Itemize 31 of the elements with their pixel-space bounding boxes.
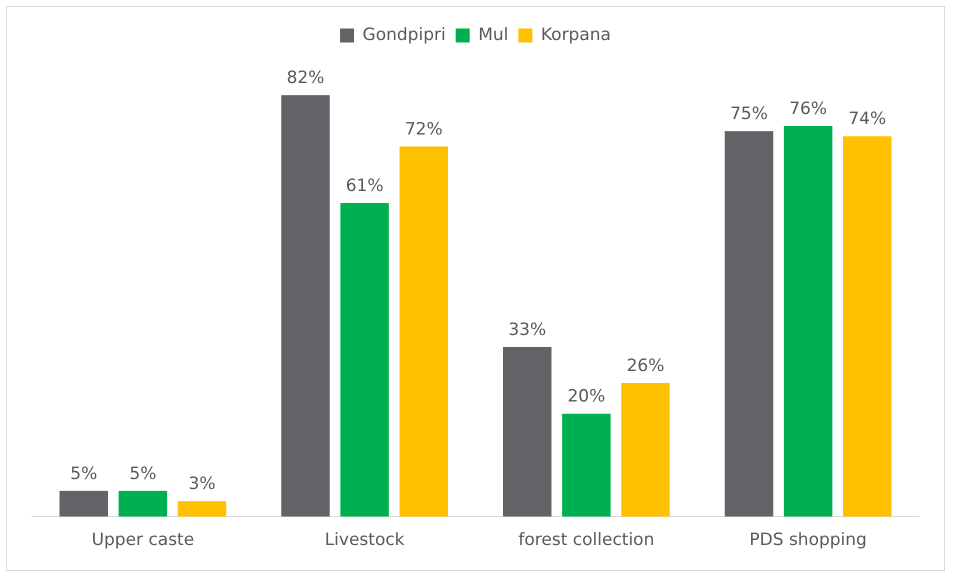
data-label: 20% [567,386,606,407]
legend-label: Gondpipri [362,24,446,45]
x-tick-label: forest collection [518,530,654,550]
x-tick-label: Livestock [324,530,405,550]
data-label: 75% [730,104,768,124]
bar [118,490,168,517]
x-tick-label: Upper caste [92,530,194,550]
bar [843,136,892,517]
data-label: 72% [404,119,443,140]
data-label: 76% [789,98,828,119]
bar [502,346,552,517]
legend-label: Korpana [540,24,611,45]
data-label: 82% [286,68,324,88]
data-label: 3% [188,474,216,494]
bar [281,95,330,517]
data-label: 61% [346,176,384,196]
data-label: 74% [848,109,886,130]
legend-label: Mul [478,24,508,45]
bar [621,382,670,517]
data-label: 5% [70,464,98,484]
bar [400,146,448,517]
data-label: 26% [626,356,664,376]
x-tick-label: PDS shopping [749,530,867,550]
data-label: 33% [508,320,546,340]
bar [724,131,774,517]
bar [178,501,226,517]
bar [562,414,611,517]
bar [340,203,389,517]
bar [784,126,832,517]
bar [59,490,108,517]
data-label: 5% [129,464,156,484]
